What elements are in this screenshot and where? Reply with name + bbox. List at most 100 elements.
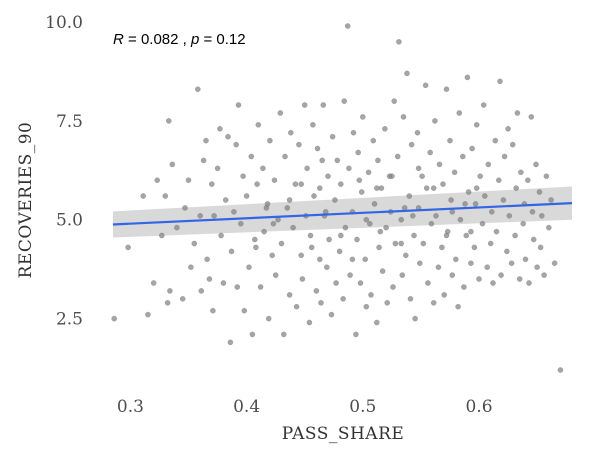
data-point bbox=[241, 307, 248, 314]
data-point bbox=[125, 244, 131, 251]
data-point bbox=[412, 315, 418, 322]
data-point bbox=[407, 295, 414, 302]
data-point bbox=[419, 173, 425, 180]
data-point bbox=[169, 161, 176, 168]
data-point bbox=[398, 216, 405, 223]
data-point bbox=[447, 137, 453, 144]
x-tick-label: 0.5 bbox=[349, 397, 376, 417]
data-point bbox=[267, 137, 273, 144]
data-point bbox=[182, 205, 188, 211]
data-point bbox=[165, 118, 172, 124]
data-point bbox=[111, 315, 118, 322]
data-point bbox=[323, 264, 330, 271]
data-point bbox=[298, 181, 305, 187]
regression-line-layer bbox=[112, 202, 573, 226]
data-point bbox=[449, 208, 456, 215]
data-point bbox=[286, 197, 293, 203]
data-point bbox=[269, 252, 276, 259]
data-point bbox=[167, 288, 173, 294]
data-point bbox=[505, 125, 511, 132]
data-point bbox=[394, 153, 401, 160]
data-point bbox=[430, 299, 437, 306]
data-point bbox=[377, 228, 384, 235]
data-point bbox=[271, 177, 278, 184]
data-point bbox=[488, 208, 495, 215]
data-point bbox=[332, 197, 338, 203]
data-point bbox=[304, 165, 310, 172]
data-point bbox=[473, 185, 480, 191]
data-point bbox=[298, 252, 305, 259]
data-point bbox=[325, 173, 331, 180]
data-point bbox=[455, 303, 461, 310]
data-point bbox=[197, 212, 204, 219]
data-point bbox=[423, 185, 430, 191]
data-point bbox=[237, 220, 244, 227]
x-axis-title: PASS_SHARE bbox=[282, 424, 405, 444]
data-point bbox=[465, 189, 472, 195]
data-point bbox=[328, 311, 335, 318]
r-symbol: R bbox=[113, 31, 124, 48]
data-point bbox=[162, 193, 169, 199]
data-point bbox=[371, 201, 378, 207]
points-layer bbox=[111, 23, 564, 373]
data-point bbox=[462, 201, 468, 207]
data-point bbox=[461, 284, 467, 290]
data-point bbox=[334, 157, 341, 164]
data-point bbox=[439, 244, 445, 251]
data-point bbox=[451, 169, 458, 176]
data-point bbox=[341, 98, 348, 104]
data-point bbox=[336, 248, 343, 255]
data-point bbox=[287, 129, 294, 136]
data-point bbox=[313, 288, 320, 294]
data-point bbox=[383, 224, 389, 231]
data-point bbox=[326, 236, 332, 243]
x-tick-label: 0.3 bbox=[117, 397, 144, 417]
data-point bbox=[355, 149, 362, 156]
data-point bbox=[379, 268, 386, 274]
data-point bbox=[497, 78, 503, 85]
data-point bbox=[231, 208, 237, 215]
data-point bbox=[492, 137, 499, 144]
data-point bbox=[359, 114, 366, 120]
data-point bbox=[480, 102, 487, 108]
data-point bbox=[512, 232, 518, 239]
data-point bbox=[350, 129, 357, 136]
data-point bbox=[430, 185, 437, 191]
data-point bbox=[203, 137, 209, 144]
data-point bbox=[217, 125, 223, 132]
data-point bbox=[472, 201, 479, 207]
data-point bbox=[194, 86, 201, 93]
data-point bbox=[516, 276, 523, 282]
data-point bbox=[218, 232, 224, 239]
data-point bbox=[382, 125, 388, 132]
data-point bbox=[509, 141, 516, 148]
data-point bbox=[493, 228, 500, 235]
data-point bbox=[311, 193, 317, 199]
data-point bbox=[260, 165, 266, 172]
data-point bbox=[384, 299, 391, 306]
data-point bbox=[314, 145, 321, 152]
data-point bbox=[481, 193, 488, 199]
data-point bbox=[366, 220, 373, 227]
data-point bbox=[319, 157, 326, 164]
data-point bbox=[222, 197, 229, 203]
data-point bbox=[514, 110, 521, 116]
data-point bbox=[316, 185, 323, 191]
data-point bbox=[457, 216, 464, 223]
data-point bbox=[211, 212, 217, 219]
data-point bbox=[398, 240, 405, 247]
data-point bbox=[522, 256, 529, 263]
data-point bbox=[257, 284, 264, 290]
data-point bbox=[280, 331, 287, 338]
data-point bbox=[406, 193, 413, 199]
data-point bbox=[337, 181, 344, 187]
data-point bbox=[210, 307, 216, 314]
data-point bbox=[185, 177, 192, 184]
data-point bbox=[452, 256, 459, 263]
data-point bbox=[538, 212, 545, 219]
data-point bbox=[346, 165, 352, 172]
data-point bbox=[500, 197, 507, 203]
data-point bbox=[501, 153, 508, 160]
data-point bbox=[477, 173, 484, 180]
data-point bbox=[425, 280, 431, 286]
